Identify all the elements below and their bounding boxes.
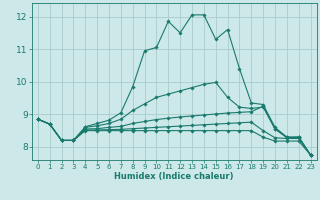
X-axis label: Humidex (Indice chaleur): Humidex (Indice chaleur) bbox=[115, 172, 234, 181]
